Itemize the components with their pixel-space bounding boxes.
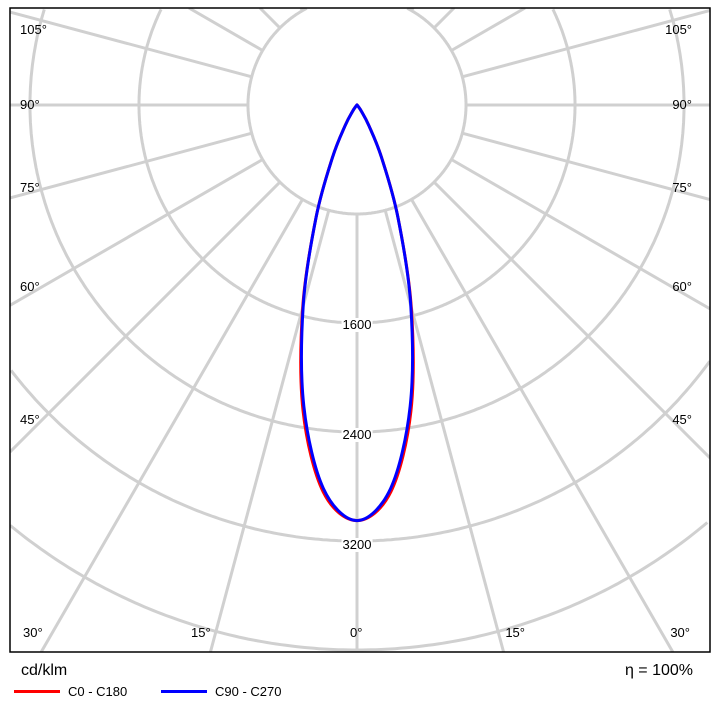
spoke-285 — [10, 131, 253, 200]
angle-label-left-90: 90° — [20, 97, 40, 112]
angle-label-left-45: 45° — [20, 412, 40, 427]
spoke-15 — [383, 209, 506, 652]
angle-label-right-30: 30° — [670, 625, 690, 640]
grid-circle-2400 — [28, 8, 686, 434]
curves — [299, 103, 415, 523]
grid — [10, 8, 710, 652]
series-curve-1 — [300, 103, 414, 523]
grid-circle-1600 — [137, 8, 577, 325]
angle-label-right-15: 15° — [505, 625, 525, 640]
legend-item-c0-c180: C0 - C180 — [14, 684, 127, 699]
spoke-315 — [10, 181, 281, 454]
angle-label-right-105: 105° — [665, 22, 692, 37]
grid-circle-800 — [246, 8, 468, 216]
legend-swatch-red — [14, 690, 60, 693]
spoke-345 — [208, 209, 331, 652]
grid-circle-4000 — [10, 521, 709, 652]
spoke-75 — [461, 131, 710, 202]
radial-label-3200: 3200 — [341, 537, 373, 552]
angle-label-left-15: 15° — [191, 625, 211, 640]
spoke-120 — [450, 8, 526, 52]
spoke-105 — [461, 8, 710, 79]
legend-swatch-blue — [161, 690, 207, 693]
spoke-240 — [188, 8, 264, 52]
legend-label: C90 - C270 — [215, 684, 282, 699]
unit-label: cd/klm — [21, 662, 68, 679]
legend-item-c90-c270: C90 - C270 — [161, 684, 281, 699]
spoke-45 — [433, 181, 710, 460]
spoke-300 — [10, 158, 264, 307]
angle-label-0: 0° — [350, 625, 363, 640]
spoke-330 — [39, 198, 304, 652]
legend-label: C0 - C180 — [68, 684, 128, 699]
angle-label-left-60: 60° — [20, 279, 40, 294]
angle-label-left-30: 30° — [23, 625, 43, 640]
angle-label-left-75: 75° — [20, 180, 40, 195]
angle-label-right-60: 60° — [672, 279, 692, 294]
radial-label-1600: 1600 — [341, 317, 373, 332]
angle-label-left-105: 105° — [20, 22, 47, 37]
angle-label-right-90: 90° — [672, 97, 692, 112]
spoke-30 — [410, 198, 675, 652]
radial-label-2400: 2400 — [341, 427, 373, 442]
spoke-135 — [433, 8, 456, 29]
spoke-60 — [450, 158, 710, 311]
spoke-255 — [10, 10, 253, 79]
angle-label-right-45: 45° — [672, 412, 692, 427]
grid-circle-3200 — [10, 360, 710, 543]
spoke-225 — [258, 8, 281, 29]
angle-label-right-75: 75° — [672, 180, 692, 195]
efficiency-label: η = 100% — [624, 662, 693, 679]
plot-frame — [9, 7, 711, 653]
